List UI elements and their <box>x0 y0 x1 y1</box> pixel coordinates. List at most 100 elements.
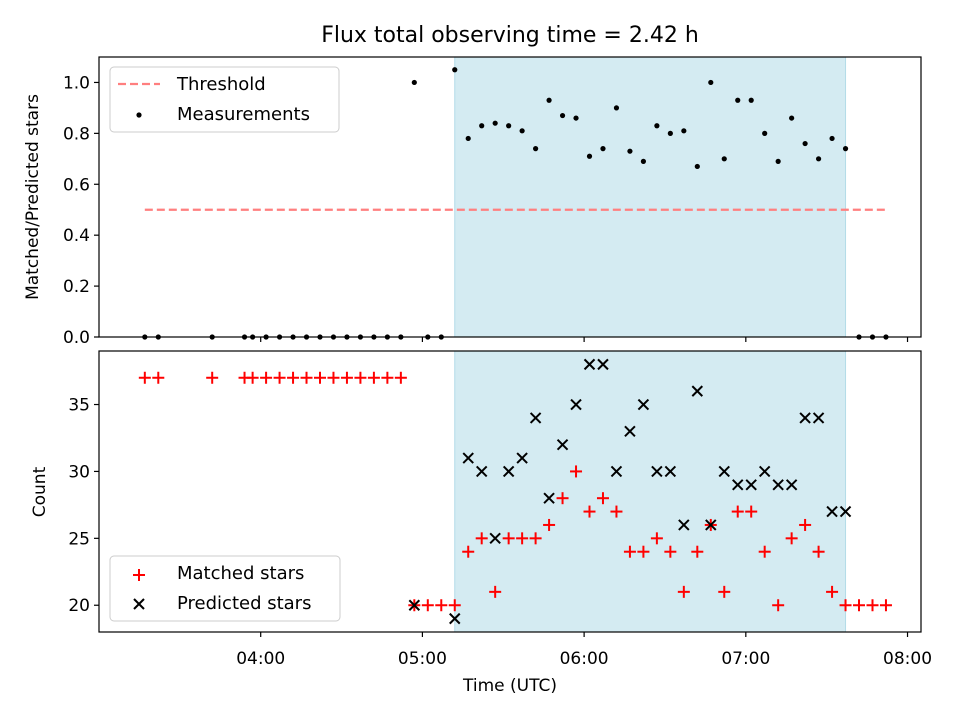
predicted-star-point <box>745 479 757 491</box>
bottom-plot-frame <box>98 350 922 633</box>
bottom-y-axis-ticks: 20 25 30 35 <box>68 396 99 616</box>
matched-star-point <box>799 518 812 531</box>
predicted-star-point <box>664 465 677 478</box>
measurement-point <box>762 130 768 136</box>
matched-star-point <box>718 585 731 598</box>
matched-star-point <box>623 545 636 558</box>
legend-matched-label: Matched stars <box>177 563 304 584</box>
predicted-star-point <box>705 519 717 531</box>
measurement-point <box>465 135 471 142</box>
measurement-point <box>600 146 606 152</box>
measurement-point <box>842 146 849 152</box>
predicted-star-point <box>543 492 555 504</box>
matched-stars-series <box>138 371 892 612</box>
measurement-point <box>613 105 620 111</box>
measurement-point <box>573 115 579 121</box>
measurement-point <box>829 135 835 142</box>
matched-star-point <box>327 371 340 384</box>
matched-star-point <box>785 532 798 545</box>
measurement-point <box>411 79 417 86</box>
measurement-point <box>667 130 673 136</box>
measurement-point <box>533 146 539 152</box>
legend-threshold-label: Threshold <box>176 74 266 95</box>
matched-star-point <box>583 505 596 518</box>
observing-window-band <box>454 350 847 633</box>
predicted-star-point <box>489 532 501 545</box>
top-legend-box <box>109 66 340 133</box>
measurement-point <box>492 120 498 126</box>
predicted-star-point <box>556 438 569 451</box>
measurement-point <box>586 153 593 159</box>
predicted-star-point <box>624 425 636 437</box>
matched-star-point <box>866 599 879 612</box>
matched-star-point <box>556 492 569 505</box>
measurement-point <box>802 140 808 147</box>
matched-star-point <box>475 532 488 545</box>
predicted-star-point <box>529 412 542 424</box>
matched-star-point <box>812 545 825 558</box>
measurement-point <box>789 115 795 121</box>
y-tick-label: 0.8 <box>63 124 90 144</box>
predicted-star-point <box>637 398 650 411</box>
legend-predicted-swatch <box>133 598 145 610</box>
bottom-y-axis-label: Count <box>30 466 50 517</box>
predicted-star-point <box>570 398 582 411</box>
bottom-legend-box <box>109 555 341 622</box>
bottom-legend: Matched stars Predicted stars <box>109 555 341 622</box>
measurement-point <box>735 97 741 103</box>
x-tick-label: 08:00 <box>883 649 932 669</box>
measurement-point <box>748 97 754 103</box>
matched-star-point <box>772 599 785 612</box>
matched-star-point <box>313 371 326 384</box>
matched-star-point <box>610 505 623 518</box>
matched-star-point <box>650 532 663 545</box>
measurement-point <box>775 158 781 164</box>
matched-star-point <box>596 492 609 505</box>
predicted-star-point <box>691 385 704 397</box>
matched-star-point <box>745 505 758 518</box>
y-tick-label: 1.0 <box>63 73 90 93</box>
predicted-star-point <box>408 599 421 611</box>
predicted-star-point <box>839 505 852 518</box>
measurement-point <box>519 128 525 134</box>
top-y-axis-label: Matched/Predicted stars <box>23 94 43 300</box>
legend-measurements-label: Measurements <box>177 104 310 125</box>
measurement-point <box>815 156 822 162</box>
observing-window-band <box>454 56 847 338</box>
predicted-star-point <box>475 465 488 478</box>
predicted-stars-series <box>408 358 852 625</box>
measurement-point <box>627 148 633 154</box>
top-plot-frame <box>98 56 922 338</box>
y-tick-label: 0.6 <box>63 175 90 195</box>
predicted-star-point <box>678 519 690 531</box>
y-tick-label: 25 <box>68 529 90 549</box>
matched-star-point <box>421 599 434 612</box>
matched-star-point <box>394 371 407 384</box>
matched-star-point <box>138 371 151 384</box>
x-tick-label: 05:00 <box>398 649 447 669</box>
y-tick-label: 0.0 <box>63 328 90 348</box>
observing-window-shade-bottom <box>454 350 847 633</box>
matched-star-point <box>246 371 259 384</box>
predicted-star-point <box>758 465 771 478</box>
x-tick-label: 07:00 <box>721 649 770 669</box>
matched-star-point <box>516 532 529 545</box>
matched-star-point <box>529 532 542 545</box>
predicted-star-point <box>772 479 784 491</box>
matched-star-point <box>839 599 852 612</box>
top-legend: Threshold Measurements <box>109 66 340 133</box>
top-y-axis-ticks: 0.0 0.2 0.4 0.6 0.8 1.0 <box>63 73 99 348</box>
matched-star-point <box>273 371 286 384</box>
matched-star-point <box>691 545 704 558</box>
matched-star-point <box>731 505 744 518</box>
predicted-star-point <box>583 358 596 371</box>
matched-star-point <box>340 371 353 384</box>
predicted-star-point <box>785 479 798 491</box>
matched-star-point <box>637 545 650 558</box>
bottom-x-axis-ticks: 04:00 05:00 06:00 07:00 08:00 <box>236 632 932 669</box>
y-tick-label: 0.4 <box>63 226 90 246</box>
chart-title: Flux total observing time = 2.42 h <box>321 23 699 48</box>
measurement-point <box>654 123 660 129</box>
measurement-point <box>721 156 727 162</box>
predicted-star-point <box>826 505 838 518</box>
